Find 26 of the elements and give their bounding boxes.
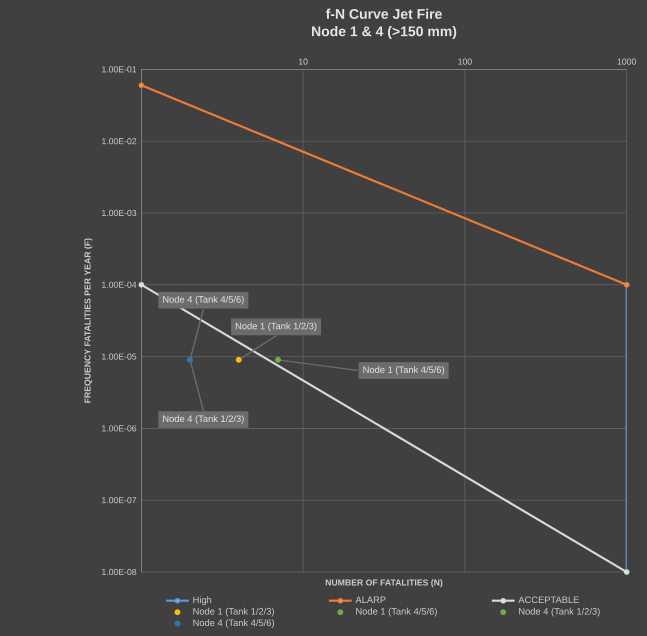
x-tick-label: 100 xyxy=(458,58,472,65)
chart-subtitle: Node 1 & 4 (>150 mm) xyxy=(312,26,456,40)
legend-label: Node 4 (Tank 1/2/3) xyxy=(519,608,600,616)
annotation: Node 4 (Tank 4/5/6) xyxy=(163,296,244,305)
x-tick-label: 1000 xyxy=(618,58,636,65)
legend-label: Node 1 (Tank 4/5/6) xyxy=(356,608,437,616)
legend-label: High xyxy=(193,596,212,606)
y-tick-label: 1.00E-02 xyxy=(102,138,136,144)
y-tick-label: 1.00E-05 xyxy=(102,354,136,360)
chart-title: f-N Curve Jet Fire xyxy=(326,8,442,19)
legend-label: ACCEPTABLE xyxy=(518,596,579,604)
y-tick-label: 1.00E-07 xyxy=(102,497,136,504)
y-tick-label: 1.00E-08 xyxy=(102,568,136,576)
y-tick-label: 1.00E-06 xyxy=(102,425,136,432)
x-tick-label: 10 xyxy=(298,58,308,65)
y-tick-label: 1.00E-01 xyxy=(102,66,136,72)
legend-label: ALARP xyxy=(355,596,386,603)
annotation: Node 1 (Tank 4/5/6) xyxy=(363,366,444,375)
y-tick-label: 1.00E-04 xyxy=(102,282,136,288)
legend-label: Node 4 (Tank 4/5/6) xyxy=(193,619,274,628)
x-axis-title: NUMBER OF FATALITIES (N) xyxy=(326,579,442,588)
annotation: Node 1 (Tank 1/2/3) xyxy=(236,322,316,332)
y-axis-title: FREQUENCY FATALITIES PER YEAR (F) xyxy=(84,238,92,403)
legend-label: Node 1 (Tank 1/2/3) xyxy=(193,608,274,616)
y-tick-label: 1.00E-03 xyxy=(102,210,136,216)
annotation: Node 4 (Tank 1/2/3) xyxy=(163,415,244,424)
